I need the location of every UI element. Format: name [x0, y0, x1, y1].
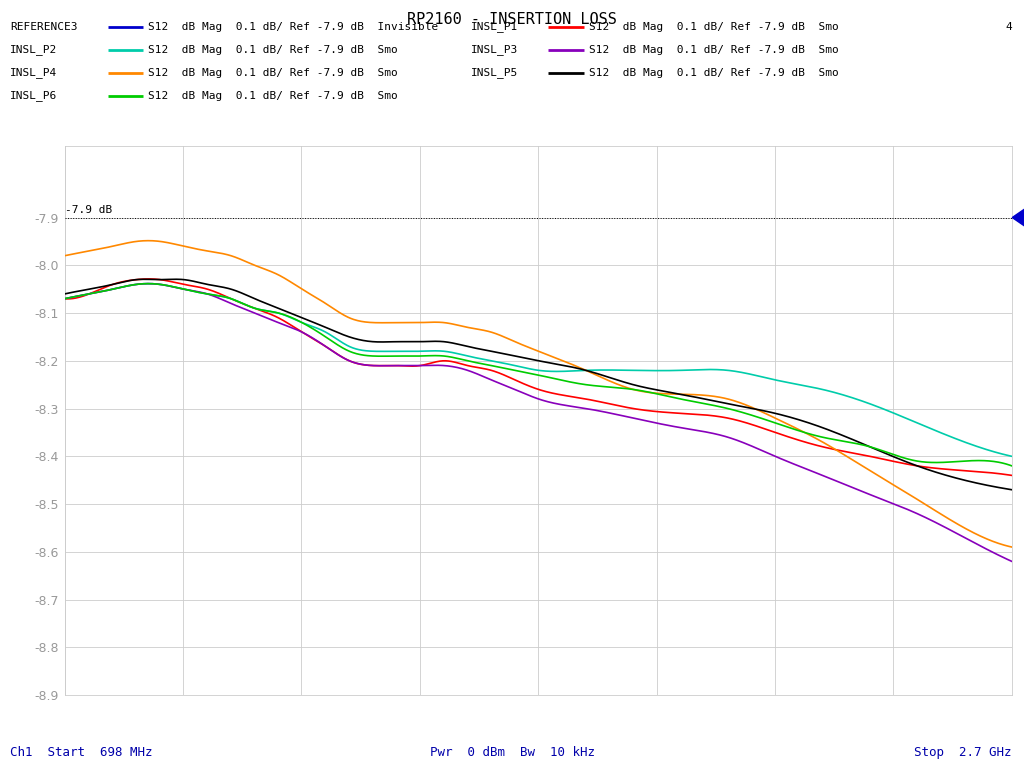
Text: INSL_P1: INSL_P1	[471, 22, 518, 32]
Text: S12  dB Mag  0.1 dB/ Ref -7.9 dB  Smo: S12 dB Mag 0.1 dB/ Ref -7.9 dB Smo	[148, 45, 398, 55]
Text: INSL_P3: INSL_P3	[471, 45, 518, 55]
Text: 4: 4	[1005, 22, 1012, 32]
Text: S12  dB Mag  0.1 dB/ Ref -7.9 dB  Smo: S12 dB Mag 0.1 dB/ Ref -7.9 dB Smo	[589, 45, 839, 55]
Text: S12  dB Mag  0.1 dB/ Ref -7.9 dB  Smo: S12 dB Mag 0.1 dB/ Ref -7.9 dB Smo	[148, 68, 398, 78]
Text: INSL_P6: INSL_P6	[10, 91, 57, 101]
Text: -7.9 dB: -7.9 dB	[65, 205, 112, 215]
Text: S12  dB Mag  0.1 dB/ Ref -7.9 dB  Smo: S12 dB Mag 0.1 dB/ Ref -7.9 dB Smo	[589, 22, 839, 32]
Text: S12  dB Mag  0.1 dB/ Ref -7.9 dB  Invisible: S12 dB Mag 0.1 dB/ Ref -7.9 dB Invisible	[148, 22, 438, 32]
Text: INSL_P2: INSL_P2	[10, 45, 57, 55]
Text: S12  dB Mag  0.1 dB/ Ref -7.9 dB  Smo: S12 dB Mag 0.1 dB/ Ref -7.9 dB Smo	[589, 68, 839, 78]
Text: RP2160 - INSERTION LOSS: RP2160 - INSERTION LOSS	[408, 12, 616, 27]
Text: INSL_P4: INSL_P4	[10, 68, 57, 78]
Text: REFERENCE3: REFERENCE3	[10, 22, 78, 32]
Text: INSL_P5: INSL_P5	[471, 68, 518, 78]
Text: Stop  2.7 GHz: Stop 2.7 GHz	[914, 746, 1012, 759]
Text: S12  dB Mag  0.1 dB/ Ref -7.9 dB  Smo: S12 dB Mag 0.1 dB/ Ref -7.9 dB Smo	[148, 91, 398, 101]
Text: Ch1  Start  698 MHz: Ch1 Start 698 MHz	[10, 746, 153, 759]
Text: Pwr  0 dBm  Bw  10 kHz: Pwr 0 dBm Bw 10 kHz	[429, 746, 595, 759]
